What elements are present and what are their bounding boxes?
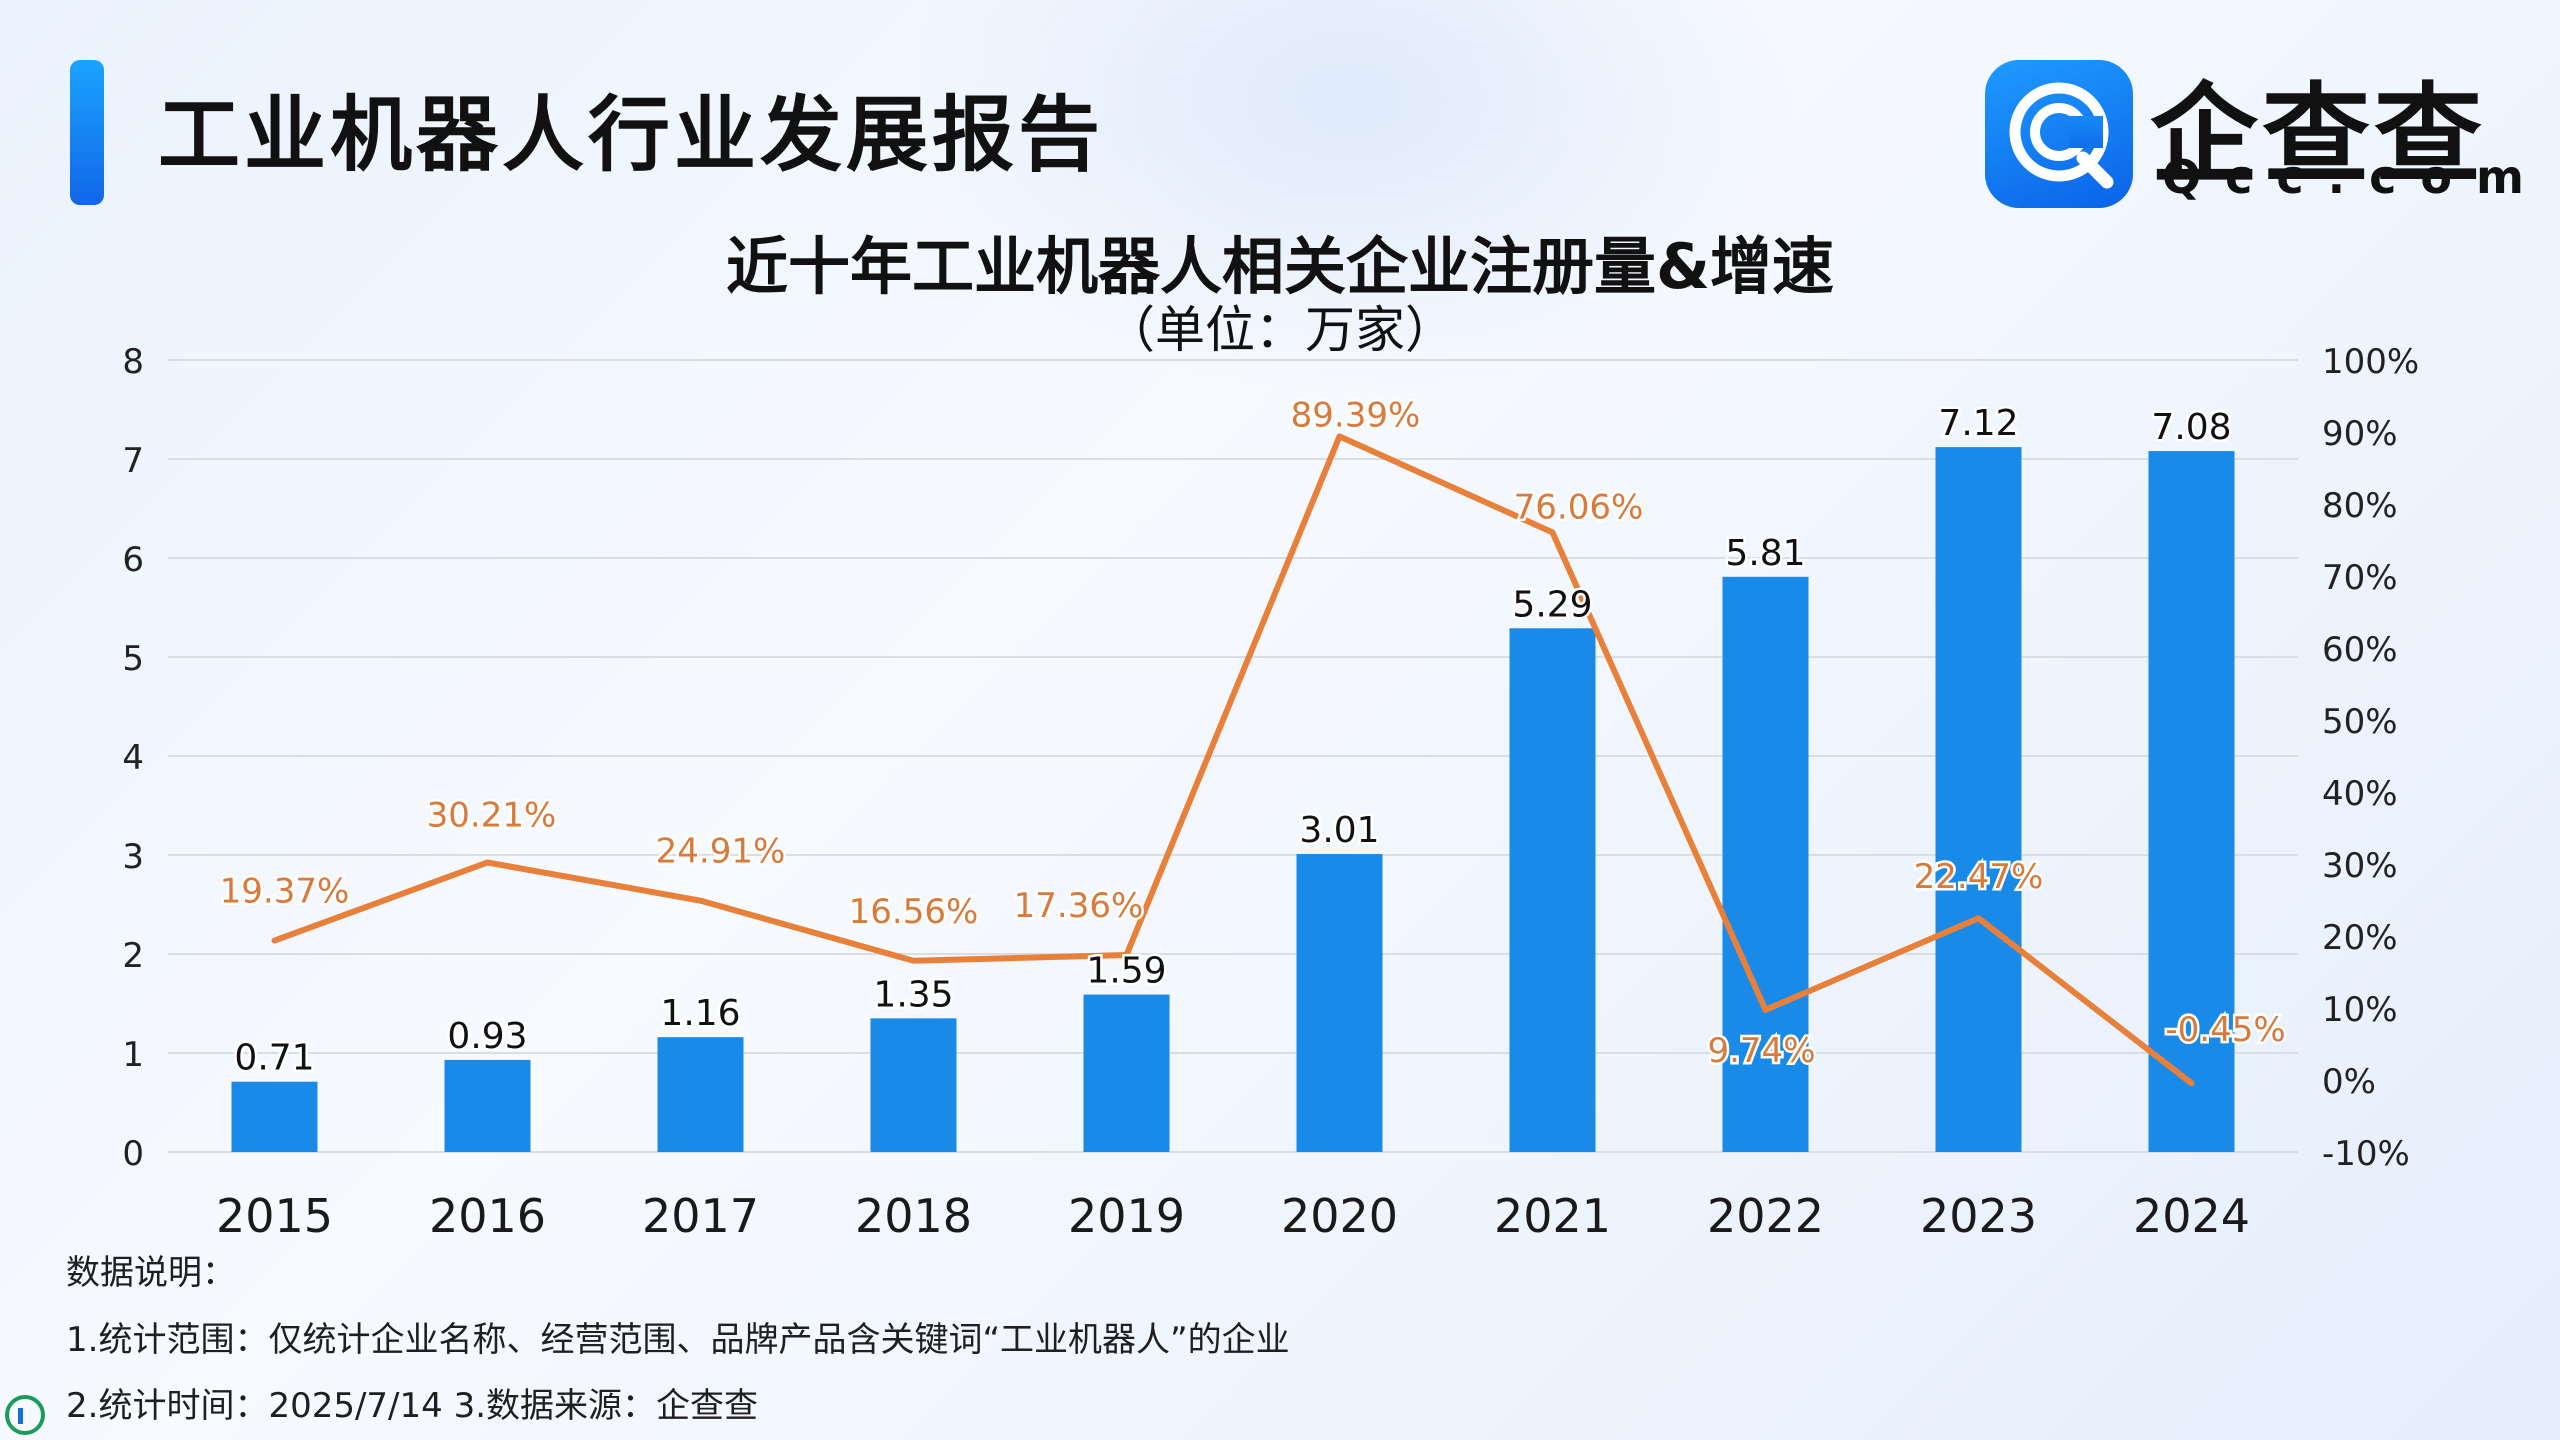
growth-point bbox=[273, 939, 276, 942]
bar-value-label: 7.12 bbox=[1938, 403, 2018, 444]
line-value-label: 22.47% bbox=[1914, 857, 2044, 897]
title-accent-bar bbox=[70, 60, 104, 205]
bar bbox=[444, 1059, 531, 1152]
y-right-tick-label: 50% bbox=[2322, 702, 2398, 742]
x-tick-label: 2019 bbox=[1068, 1189, 1185, 1243]
x-tick-label: 2015 bbox=[216, 1189, 333, 1243]
bar bbox=[231, 1081, 318, 1152]
y-left-tick-label: 4 bbox=[122, 738, 144, 778]
x-tick-label: 2022 bbox=[1707, 1189, 1824, 1243]
notes-line-1: 1.统计范围：仅统计企业名称、经营范围、品牌产品含关键词“工业机器人”的企业 bbox=[66, 1320, 1290, 1360]
growth-point bbox=[1764, 1008, 1767, 1011]
x-tick-label: 2021 bbox=[1494, 1189, 1611, 1243]
line-value-label: 9.74% bbox=[1707, 1031, 1815, 1071]
report-title: 工业机器人行业发展报告 bbox=[158, 88, 1105, 183]
bar-value-label: 0.71 bbox=[234, 1038, 314, 1079]
y-left-tick-label: 5 bbox=[122, 639, 144, 679]
y-right-tick-label: -10% bbox=[2322, 1134, 2410, 1174]
bar-value-label: 0.93 bbox=[447, 1016, 527, 1057]
y-left-tick-label: 2 bbox=[122, 936, 144, 976]
notes-heading: 数据说明： bbox=[66, 1253, 236, 1293]
y-right-tick-label: 40% bbox=[2322, 774, 2398, 814]
bar bbox=[1296, 854, 1383, 1152]
qcc-logo-graphic bbox=[2009, 82, 2114, 189]
bar bbox=[2148, 451, 2235, 1153]
line-value-label: 30.21% bbox=[427, 795, 557, 835]
bar bbox=[1083, 994, 1170, 1152]
bar-value-label: 1.16 bbox=[660, 993, 740, 1034]
y-left-tick-label: 7 bbox=[122, 441, 144, 481]
line-value-label: 76.06% bbox=[1514, 487, 1644, 527]
line-value-label: 19.37% bbox=[220, 872, 350, 912]
y-right-tick-label: 30% bbox=[2322, 846, 2398, 886]
y-left-tick-label: 6 bbox=[122, 540, 144, 580]
bar-value-label: 1.35 bbox=[873, 974, 953, 1015]
y-left-tick-label: 3 bbox=[122, 837, 144, 877]
growth-point bbox=[1977, 917, 1980, 920]
y-right-tick-label: 80% bbox=[2322, 486, 2398, 526]
notes-line-2: 2.统计时间：2025/7/14 3.数据来源：企查查 bbox=[66, 1386, 759, 1426]
growth-point bbox=[912, 959, 915, 962]
bar bbox=[1935, 447, 2022, 1152]
bar-value-label: 1.59 bbox=[1086, 951, 1166, 992]
y-left-tick-label: 0 bbox=[122, 1134, 144, 1174]
growth-line bbox=[271, 433, 2195, 1087]
line-value-label: 17.36% bbox=[1014, 886, 1144, 926]
growth-point bbox=[1125, 954, 1128, 957]
bar-value-label: 5.81 bbox=[1725, 533, 1805, 574]
x-tick-label: 2023 bbox=[1920, 1189, 2037, 1243]
bar-value-label: 7.08 bbox=[2151, 407, 2231, 448]
y-right-tick-label: 90% bbox=[2322, 414, 2398, 454]
growth-point bbox=[699, 899, 702, 902]
y-right-tick-label: 0% bbox=[2322, 1062, 2376, 1102]
growth-point bbox=[2190, 1082, 2193, 1085]
y-left-tick-label: 1 bbox=[122, 1035, 144, 1075]
x-tick-label: 2018 bbox=[855, 1189, 972, 1243]
bar bbox=[870, 1018, 957, 1152]
line-value-label: 16.56% bbox=[849, 892, 979, 932]
x-tick-label: 2020 bbox=[1281, 1189, 1398, 1243]
bar bbox=[1509, 628, 1596, 1152]
y-right-tick-label: 100% bbox=[2322, 342, 2419, 382]
x-tick-label: 2024 bbox=[2133, 1189, 2250, 1243]
qcc-logo-icon bbox=[1985, 60, 2133, 208]
logo-domain: Qcc.com bbox=[2162, 150, 2548, 204]
logo-name: 企查查 bbox=[2150, 73, 2487, 198]
y-right-tick-label: 70% bbox=[2322, 558, 2398, 598]
watermark-icon bbox=[5, 1395, 45, 1435]
y-left-tick-label: 8 bbox=[122, 342, 144, 382]
bar-value-label: 3.01 bbox=[1299, 810, 1379, 851]
x-tick-label: 2017 bbox=[642, 1189, 759, 1243]
bar bbox=[657, 1037, 744, 1152]
growth-point bbox=[1338, 435, 1341, 438]
line-value-label: 24.91% bbox=[656, 832, 786, 872]
y-right-tick-label: 10% bbox=[2322, 990, 2398, 1030]
chart-title: 近十年工业机器人相关企业注册量&增速 bbox=[725, 230, 1835, 303]
x-tick-label: 2016 bbox=[429, 1189, 546, 1243]
line-value-label: 89.39% bbox=[1291, 395, 1421, 435]
growth-point bbox=[486, 861, 489, 864]
line-value-label: -0.45% bbox=[2165, 1010, 2285, 1050]
chart-subtitle: （单位：万家） bbox=[1105, 301, 1455, 359]
y-right-tick-label: 20% bbox=[2322, 918, 2398, 958]
y-right-tick-label: 60% bbox=[2322, 630, 2398, 670]
bar bbox=[1722, 576, 1809, 1152]
bar-value-label: 5.29 bbox=[1512, 584, 1592, 625]
growth-point bbox=[1551, 531, 1554, 534]
